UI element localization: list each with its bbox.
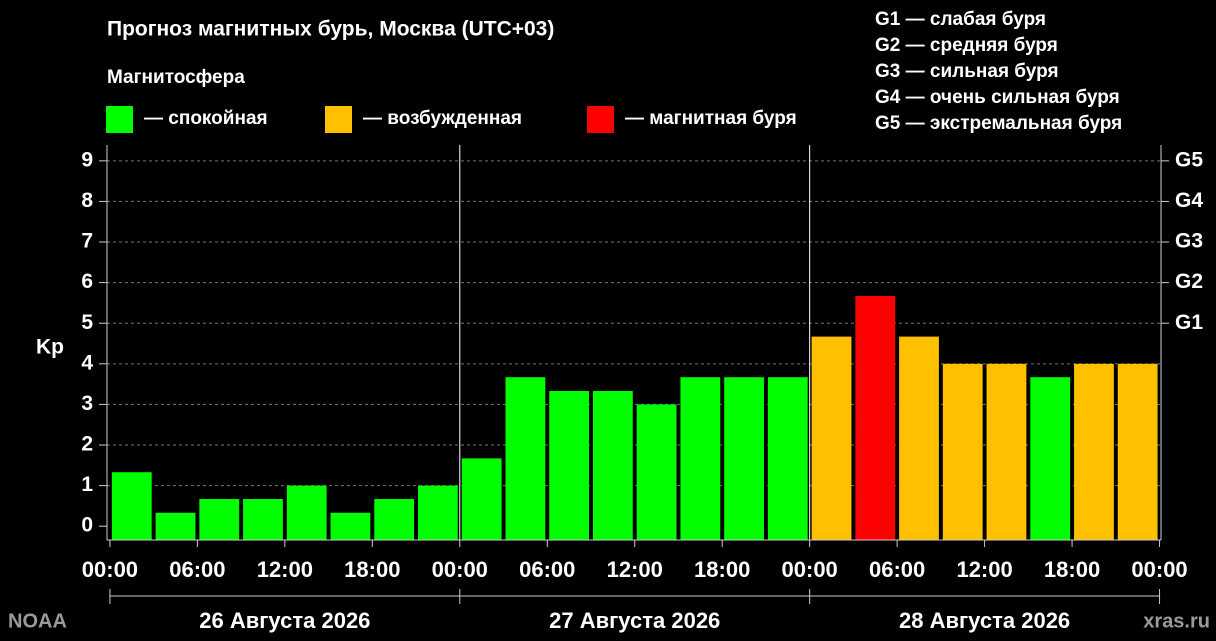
bar (942, 363, 983, 540)
x-tick-label: 06:00 (519, 557, 575, 582)
storm-scale-item: G5 — экстремальная буря (875, 113, 1122, 134)
y-tick-label: 1 (81, 473, 93, 496)
legend-label: — спокойная (144, 108, 268, 129)
x-tick-label: 00:00 (1131, 557, 1187, 582)
day-label: 28 Августа 2026 (899, 608, 1070, 633)
bar (330, 512, 371, 540)
bar (811, 336, 852, 540)
legend-swatch (325, 106, 352, 133)
bar (199, 498, 240, 540)
storm-scale-item: G4 — очень сильная буря (875, 87, 1120, 108)
day-label: 27 Августа 2026 (549, 608, 720, 633)
legend-swatch (106, 106, 133, 133)
x-tick-label: 12:00 (257, 557, 313, 582)
x-tick-label: 00:00 (82, 557, 138, 582)
bar (1074, 363, 1114, 540)
bar (549, 391, 590, 540)
y-tick-label: 7 (81, 230, 93, 253)
x-tick-label: 18:00 (1044, 557, 1100, 582)
y-tick-label: 9 (81, 148, 93, 171)
bar (418, 485, 458, 540)
bar (855, 296, 896, 540)
bar (505, 377, 546, 540)
y-axis-label: Kp (36, 336, 64, 359)
x-tick-label: 12:00 (956, 557, 1012, 582)
chart-title: Прогноз магнитных бурь, Москва (UTC+03) (107, 18, 554, 41)
x-tick-label: 12:00 (607, 557, 663, 582)
y-tick-label: 5 (81, 311, 93, 334)
y-tick-label: 2 (81, 433, 93, 456)
bar (243, 498, 283, 540)
bar (1117, 363, 1158, 540)
x-tick-label: 18:00 (694, 557, 750, 582)
y-tick-label: 8 (81, 189, 93, 212)
y-tick-label: 0 (81, 514, 93, 537)
x-tick-label: 00:00 (432, 557, 488, 582)
y-tick-label: 3 (81, 392, 93, 415)
x-tick-label: 18:00 (344, 557, 400, 582)
bar (374, 498, 415, 540)
source: NOAA (8, 610, 67, 632)
bar (111, 472, 152, 540)
storm-scale-item: G1 — слабая буря (875, 9, 1046, 30)
legend-swatch (587, 106, 614, 133)
y-tick-label: 4 (81, 351, 93, 374)
y2-tick-label: G2 (1175, 270, 1203, 293)
day-label: 26 Августа 2026 (199, 608, 370, 633)
y2-tick-label: G5 (1175, 148, 1203, 171)
y2-tick-label: G1 (1175, 311, 1203, 334)
legend-title: Магнитосфера (107, 67, 245, 88)
x-tick-label: 00:00 (782, 557, 838, 582)
bar (461, 458, 502, 540)
legend-label: — магнитная буря (625, 108, 797, 129)
bar (986, 363, 1027, 540)
y2-tick-label: G3 (1175, 230, 1203, 253)
x-tick-label: 06:00 (869, 557, 925, 582)
x-tick-label: 06:00 (169, 557, 225, 582)
bar (724, 377, 764, 540)
bar (1030, 377, 1071, 540)
bar (155, 512, 196, 540)
credit: xras.ru (1143, 610, 1210, 632)
bar (767, 377, 808, 540)
bar (286, 485, 327, 540)
storm-scale-item: G3 — сильная буря (875, 61, 1059, 82)
y-tick-label: 6 (81, 270, 93, 293)
bar (680, 377, 721, 540)
bar (899, 336, 939, 540)
storm-scale-item: G2 — средняя буря (875, 35, 1058, 56)
y2-tick-label: G4 (1175, 189, 1203, 212)
bar (636, 404, 677, 540)
bar (592, 391, 633, 540)
legend-label: — возбужденная (363, 108, 522, 129)
